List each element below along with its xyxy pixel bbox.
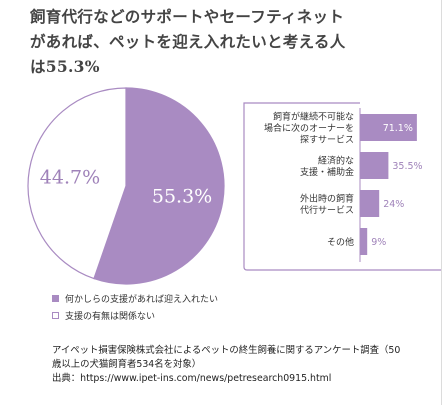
bar-value-label: 35.5%	[392, 161, 422, 172]
pie-slice-label: 44.7%	[40, 167, 100, 189]
bar	[360, 228, 368, 255]
bar-category-label: 場合に次のオーナーを	[264, 122, 354, 134]
legend-label: 支援の有無は関係ない	[65, 312, 156, 322]
bar-category-label: その他	[327, 236, 354, 248]
bar	[360, 190, 380, 217]
legend-label: 何かしらの支援があれば迎え入れたい	[65, 295, 219, 305]
title-line-1: 飼育代行などのサポートやセーフティネット	[30, 7, 345, 26]
source-footnote: アイペット損害保険株式会社によるペットの終生飼養に関するアンケート調査（50 歳…	[52, 344, 440, 386]
bar-category-label: 飼育が継続不可能な	[273, 111, 354, 123]
title-line-3: は55.3%	[30, 57, 100, 76]
footnote-line-2: 歳以上の犬猫飼育者534名を対象）	[52, 359, 202, 370]
bar-category-label: 外出時の飼育	[300, 192, 354, 204]
bar-value-label: 71.1%	[383, 123, 413, 134]
bar-category-label: 探すサービス	[300, 134, 354, 146]
legend-swatch-filled	[52, 295, 59, 302]
bar-value-label: 24%	[383, 199, 404, 210]
title-line-2: があれば、ペットを迎え入れたいと考える人	[30, 32, 346, 51]
bracket-line	[243, 102, 441, 271]
bar-category-label: 支援・補助金	[300, 166, 354, 178]
legend-item-support: 何かしらの支援があれば迎え入れたい	[52, 290, 218, 307]
page-title: 飼育代行などのサポートやセーフティネット があれば、ペットを迎え入れたいと考える…	[30, 4, 435, 79]
bar-category-label: 経済的な	[318, 154, 354, 166]
chart-legend: 何かしらの支援があれば迎え入れたい 支援の有無は関係ない	[52, 290, 218, 324]
footnote-line-1: アイペット損害保険株式会社によるペットの終生飼養に関するアンケート調査（50	[52, 345, 401, 356]
footnote-line-3: 出典：https://www.ipet-ins.com/news/petrese…	[52, 373, 332, 384]
legend-item-no-matter: 支援の有無は関係ない	[52, 307, 218, 324]
pie-slice	[27, 87, 127, 280]
bar	[360, 152, 389, 179]
bar-category-label: 代行サービス	[300, 204, 354, 216]
bar-value-label: 9%	[371, 237, 386, 248]
bar	[360, 114, 417, 141]
pie-slice-label: 55.3%	[152, 185, 212, 207]
legend-swatch-empty	[52, 312, 59, 319]
